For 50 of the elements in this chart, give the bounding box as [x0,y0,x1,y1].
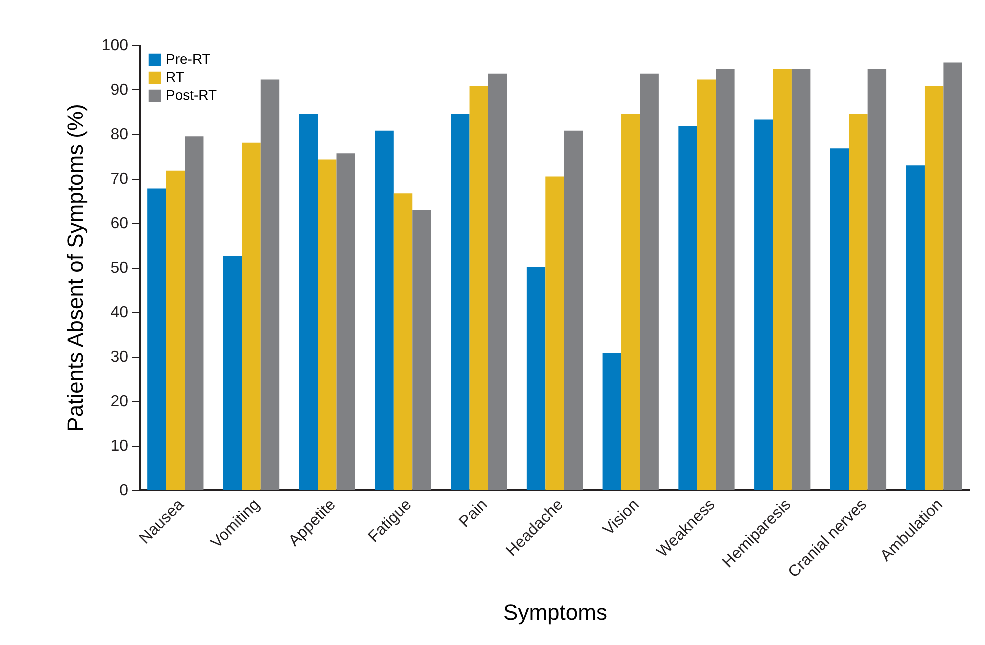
bar [830,148,850,490]
bar [564,130,584,490]
bar [470,86,488,490]
bar [260,80,280,490]
bar [924,86,944,490]
bar [242,142,261,490]
bar [375,130,394,490]
bar [546,176,564,490]
bar [412,210,432,490]
legend-label: Post-RT [166,87,218,103]
bar [223,256,242,490]
bar [678,126,698,490]
y-tick-label: 100 [102,38,129,54]
bar [944,62,962,490]
bar [716,69,735,490]
bar [166,170,186,490]
bar [868,69,887,490]
y-tick-label: 90 [110,82,129,99]
bar [185,136,204,490]
y-tick-label: 10 [110,438,129,455]
bar [336,154,356,490]
bar [697,80,716,490]
bar [792,69,811,490]
y-axis-title: Patients Absent of Symptoms (%) [62,104,88,432]
y-tick-label: 50 [110,260,129,277]
bar [488,74,508,490]
y-tick-label: 0 [120,482,129,500]
y-tick-label: 20 [110,394,129,410]
bar [906,166,925,490]
y-tick-label: 70 [110,171,129,188]
bar [318,160,337,490]
bar [394,194,413,490]
bar [849,114,868,490]
x-axis-title: Symptoms [504,600,608,625]
y-tick-label: 80 [110,126,129,144]
legend-label: Pre-RT [166,51,212,67]
y-tick-label: 30 [110,349,129,366]
bar [754,120,774,490]
bar [148,188,166,490]
bar [622,114,640,490]
bar [451,114,470,490]
y-tick-label: 40 [110,304,129,322]
bar [773,69,792,490]
bar [602,353,622,490]
legend-label: RT [166,69,185,85]
y-tick-label: 60 [110,216,129,232]
bar [299,114,318,490]
bar [640,74,659,490]
x-tick-label: Pain [456,496,492,532]
bar [526,268,546,490]
